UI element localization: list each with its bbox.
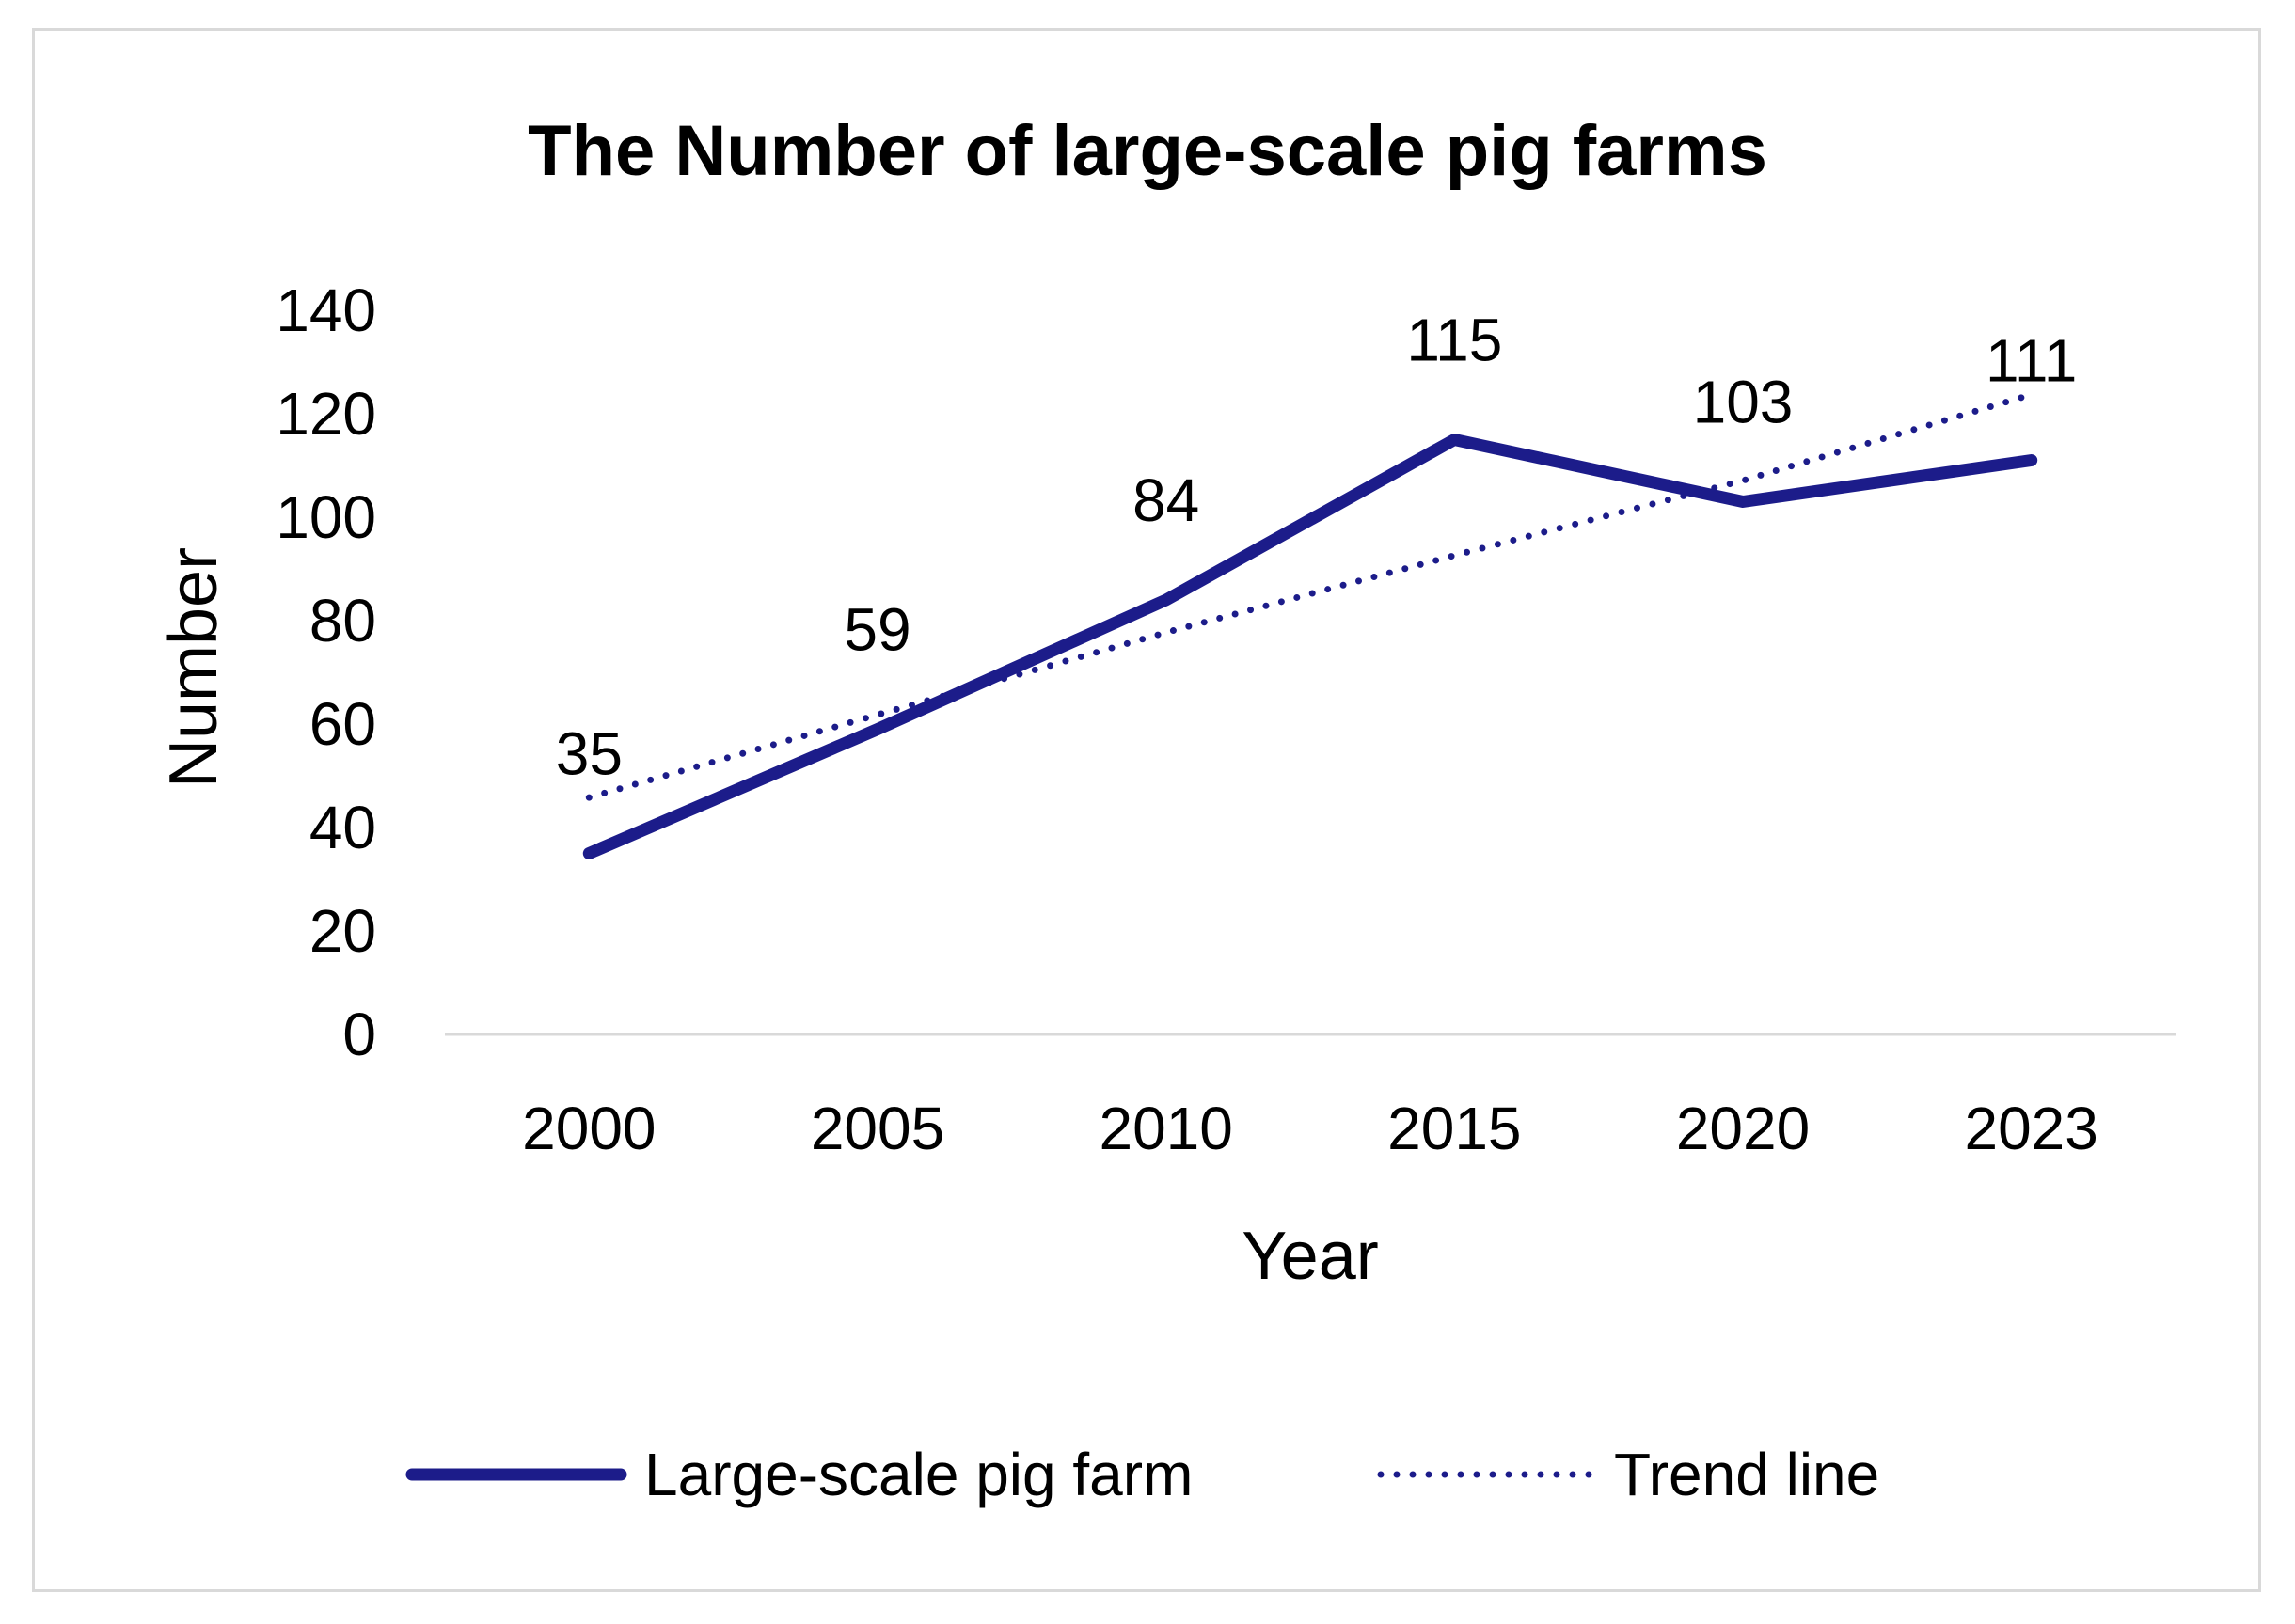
x-tick-label: 2000	[522, 1095, 656, 1162]
y-tick-labels: 0 20 40 60 80 100 120 140	[276, 276, 376, 1068]
data-label: 84	[1132, 466, 1199, 534]
y-tick-label: 0	[342, 1001, 376, 1068]
y-tick-label: 60	[309, 690, 376, 758]
data-label: 115	[1406, 307, 1502, 374]
x-axis-title: Year	[1242, 1219, 1378, 1294]
trend-line-series	[585, 391, 2035, 801]
chart-frame	[32, 28, 2261, 1592]
y-tick-label: 80	[309, 587, 376, 654]
x-tick-labels: 2000 2005 2010 2015 2020 2023	[522, 1095, 2098, 1162]
data-label: 59	[844, 596, 910, 664]
y-tick-label: 120	[276, 380, 376, 448]
x-tick-label: 2005	[811, 1095, 944, 1162]
legend: Large-scale pig farm Trend line	[405, 1441, 1879, 1508]
x-tick-label: 2020	[1676, 1095, 1810, 1162]
x-tick-label: 2010	[1099, 1095, 1232, 1162]
y-tick-label: 100	[276, 483, 376, 551]
data-label: 35	[556, 720, 623, 788]
y-tick-label: 140	[276, 276, 376, 344]
x-tick-label: 2023	[1964, 1095, 2097, 1162]
series-lines	[582, 391, 2038, 859]
y-tick-label: 20	[309, 897, 376, 965]
data-label: 103	[1693, 369, 1794, 436]
data-labels: 35 59 84 115 103 111	[556, 307, 2078, 788]
x-tick-label: 2015	[1387, 1095, 1521, 1162]
farm-count-series-line	[582, 434, 2038, 859]
legend-label: Trend line	[1614, 1441, 1879, 1508]
chart-title: The Number of large-scale pig farms	[528, 111, 1767, 191]
y-axis-title: Number	[156, 547, 231, 788]
y-tick-label: 40	[309, 794, 376, 861]
data-label: 111	[1986, 327, 2077, 395]
legend-label: Large-scale pig farm	[644, 1441, 1193, 1508]
